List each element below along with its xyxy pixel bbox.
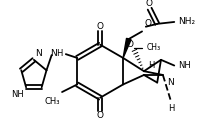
Text: N: N	[167, 78, 173, 87]
Text: NH: NH	[12, 90, 24, 99]
Text: CH₃: CH₃	[45, 97, 60, 106]
Text: O: O	[126, 40, 133, 49]
Text: NH₂: NH₂	[178, 17, 195, 26]
Text: N: N	[35, 49, 42, 58]
Text: NH: NH	[178, 61, 191, 70]
Text: O: O	[145, 0, 152, 8]
Text: H: H	[168, 104, 175, 113]
Text: O: O	[97, 22, 104, 31]
Text: CH₃: CH₃	[147, 43, 161, 52]
Text: O: O	[97, 111, 104, 120]
Text: N: N	[50, 49, 57, 58]
Text: O: O	[145, 19, 152, 28]
Text: H: H	[148, 61, 154, 70]
Text: H: H	[57, 49, 63, 58]
Polygon shape	[123, 38, 131, 58]
